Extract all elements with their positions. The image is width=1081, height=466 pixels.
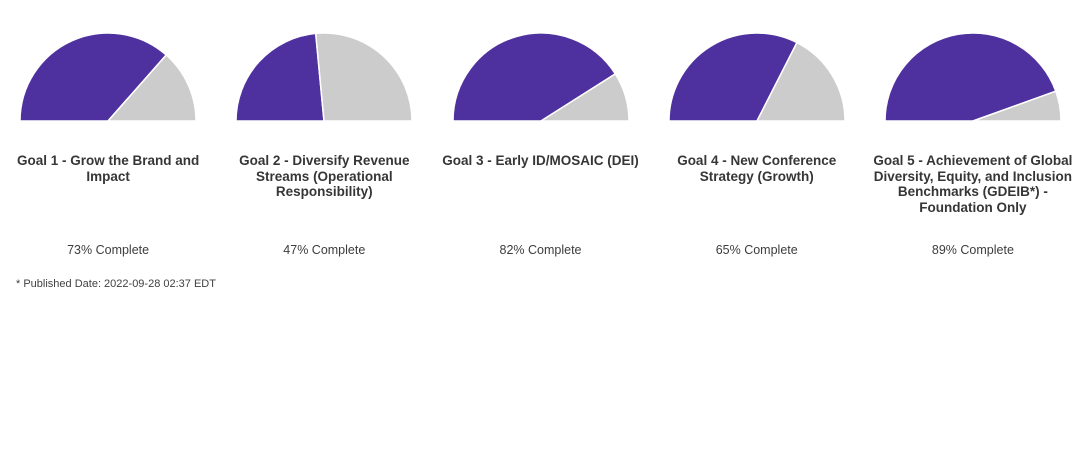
gauge-completion-label: 47% Complete [283, 243, 366, 257]
gauge-remaining-slice[interactable] [539, 73, 630, 122]
gauge-chart [451, 32, 630, 122]
gauge-title: Goal 1 - Grow the Brand and Impact [16, 153, 200, 184]
gauge-remaining-slice[interactable] [755, 41, 846, 122]
gauge-remaining-slice[interactable] [315, 32, 414, 122]
gauge-completion-label: 65% Complete [715, 243, 798, 257]
gauge-chart [235, 32, 414, 122]
gauge-completion-label: 82% Complete [499, 243, 582, 257]
gauge-chart [667, 32, 846, 122]
gauge-complete-slice[interactable] [884, 32, 1057, 122]
gauge-title: Goal 2 - Diversify Revenue Streams (Oper… [239, 153, 410, 199]
gauge-title: Goal 4 - New Conference Strategy (Growth… [677, 153, 837, 184]
gauge-panel-goal-4: Goal 4 - New Conference Strategy (Growth… [649, 0, 865, 300]
gauge-complete-slice[interactable] [235, 32, 326, 122]
gauge-panel-goal-3: Goal 3 - Early ID/MOSAIC (DEI) 82% Compl… [432, 0, 648, 300]
gauge-complete-slice[interactable] [19, 32, 168, 122]
gauge-row: Goal 1 - Grow the Brand and Impact 73% C… [0, 0, 1081, 300]
gauge-panel-goal-5: Goal 5 - Achievement of Global Diversity… [865, 0, 1081, 300]
gauge-remaining-slice[interactable] [107, 54, 197, 122]
gauge-chart [19, 32, 197, 122]
gauge-panel-goal-1: Goal 1 - Grow the Brand and Impact 73% C… [0, 0, 216, 300]
gauge-title: Goal 5 - Achievement of Global Diversity… [873, 153, 1073, 215]
gauge-remaining-slice[interactable] [972, 90, 1062, 122]
published-date-footnote: * Published Date: 2022-09-28 02:37 EDT [16, 278, 216, 290]
gauge-complete-slice[interactable] [667, 32, 798, 122]
gauge-completion-label: 89% Complete [931, 243, 1014, 257]
gauge-chart [884, 32, 1062, 122]
gauge-title: Goal 3 - Early ID/MOSAIC (DEI) [442, 153, 639, 168]
gauge-completion-label: 73% Complete [67, 243, 150, 257]
gauge-panel-goal-2: Goal 2 - Diversify Revenue Streams (Oper… [216, 0, 432, 300]
